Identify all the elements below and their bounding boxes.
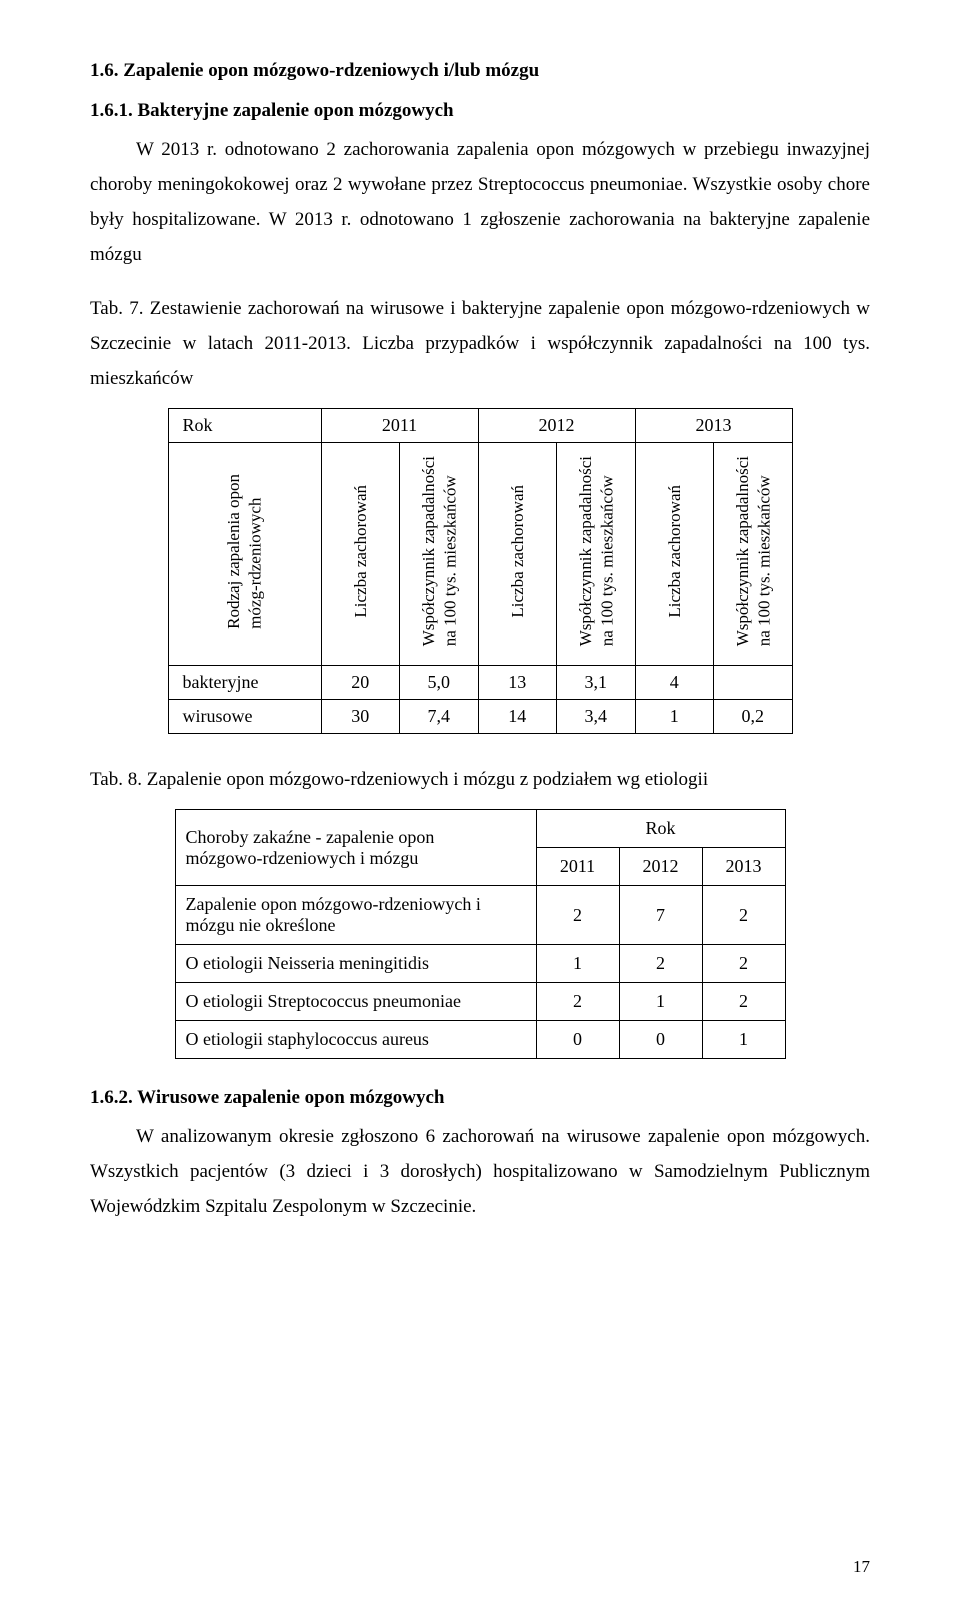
table-row: O etiologii Neisseria meningitidis 1 2 2	[175, 945, 785, 983]
table-cell: bakteryjne	[168, 665, 321, 699]
table-cell: 1	[702, 1021, 785, 1059]
table-row: Zapalenie opon mózgowo-rdzeniowych imózg…	[175, 886, 785, 945]
table-cell: 1	[635, 699, 714, 733]
table-header-rok: Rok	[168, 408, 321, 442]
table-7: Rok 2011 2012 2013 Rodzaj zapalenia opon…	[168, 408, 793, 734]
table-cell: wirusowe	[168, 699, 321, 733]
table-cell: 4	[635, 665, 714, 699]
table-header-year: 2012	[478, 408, 635, 442]
rotated-label: Liczba zachorowań	[350, 485, 371, 618]
paragraph-1-6-2: W analizowanym okresie zgłoszono 6 zacho…	[90, 1119, 870, 1224]
table-cell: O etiologii Streptococcus pneumoniae	[175, 983, 536, 1021]
table-cell: 2	[536, 983, 619, 1021]
table-row: Choroby zakaźne - zapalenie oponmózgowo-…	[175, 810, 785, 848]
table-cell: 2	[702, 983, 785, 1021]
table-header-year: 2013	[702, 848, 785, 886]
table-row: wirusowe 30 7,4 14 3,4 1 0,2	[168, 699, 792, 733]
table-header-year: 2011	[321, 408, 478, 442]
rotated-label: Współczynnik zapadalnościna 100 tys. mie…	[418, 456, 461, 646]
page-number: 17	[853, 1557, 870, 1577]
page: 1.6. Zapalenie opon mózgowo-rdzeniowych …	[0, 0, 960, 1603]
table-header-year: 2011	[536, 848, 619, 886]
table-header-liczba: Liczba zachorowań	[635, 442, 714, 665]
table-8-caption: Tab. 8. Zapalenie opon mózgowo-rdzeniowy…	[90, 762, 870, 797]
table-cell	[714, 665, 793, 699]
table-cell: 2	[702, 945, 785, 983]
table-header-year: 2013	[635, 408, 792, 442]
rotated-label: Współczynnik zapadalnościna 100 tys. mie…	[575, 456, 618, 646]
table-8: Choroby zakaźne - zapalenie oponmózgowo-…	[175, 809, 786, 1059]
table-header-rodzaj: Rodzaj zapalenia oponmózg-rdzeniowych	[168, 442, 321, 665]
table-row: bakteryjne 20 5,0 13 3,1 4	[168, 665, 792, 699]
table-header-liczba: Liczba zachorowań	[478, 442, 557, 665]
paragraph-1-6-1: W 2013 r. odnotowano 2 zachorowania zapa…	[90, 132, 870, 273]
table-cell: 20	[321, 665, 400, 699]
table-cell: 0	[536, 1021, 619, 1059]
rotated-label: Współczynnik zapadalnościna 100 tys. mie…	[732, 456, 775, 646]
table-cell: 0	[619, 1021, 702, 1059]
table-row: Rodzaj zapalenia oponmózg-rdzeniowych Li…	[168, 442, 792, 665]
table-cell: 3,4	[557, 699, 636, 733]
heading-section-1-6-2: 1.6.2. Wirusowe zapalenie opon mózgowych	[90, 1087, 870, 1109]
table-cell: 30	[321, 699, 400, 733]
table-cell: 5,0	[400, 665, 479, 699]
table-cell: 2	[536, 886, 619, 945]
table-cell: 2	[619, 945, 702, 983]
rotated-label: Liczba zachorowań	[664, 485, 685, 618]
table-row: Rok 2011 2012 2013	[168, 408, 792, 442]
table-cell: 3,1	[557, 665, 636, 699]
table-cell: 7	[619, 886, 702, 945]
rotated-label: Rodzaj zapalenia oponmózg-rdzeniowych	[223, 474, 266, 629]
table-cell: 1	[536, 945, 619, 983]
table-cell: 14	[478, 699, 557, 733]
table-cell: 13	[478, 665, 557, 699]
table-header-liczba: Liczba zachorowań	[321, 442, 400, 665]
heading-section-1-6-1: 1.6.1. Bakteryjne zapalenie opon mózgowy…	[90, 100, 870, 122]
table-cell: 1	[619, 983, 702, 1021]
rotated-label: Liczba zachorowań	[507, 485, 528, 618]
table-header-rok: Rok	[536, 810, 785, 848]
table-header-wsp: Współczynnik zapadalnościna 100 tys. mie…	[557, 442, 636, 665]
table-row: O etiologii Streptococcus pneumoniae 2 1…	[175, 983, 785, 1021]
table-row: O etiologii staphylococcus aureus 0 0 1	[175, 1021, 785, 1059]
table-cell: O etiologii Neisseria meningitidis	[175, 945, 536, 983]
table-cell: 7,4	[400, 699, 479, 733]
table-cell: O etiologii staphylococcus aureus	[175, 1021, 536, 1059]
table-7-caption: Tab. 7. Zestawienie zachorowań na wiruso…	[90, 291, 870, 396]
table-cell: 0,2	[714, 699, 793, 733]
table-header-wsp: Współczynnik zapadalnościna 100 tys. mie…	[400, 442, 479, 665]
table-header-left: Choroby zakaźne - zapalenie oponmózgowo-…	[175, 810, 536, 886]
table-cell: Zapalenie opon mózgowo-rdzeniowych imózg…	[175, 886, 536, 945]
heading-section-1-6: 1.6. Zapalenie opon mózgowo-rdzeniowych …	[90, 60, 870, 82]
table-cell: 2	[702, 886, 785, 945]
table-header-year: 2012	[619, 848, 702, 886]
table-header-wsp: Współczynnik zapadalnościna 100 tys. mie…	[714, 442, 793, 665]
